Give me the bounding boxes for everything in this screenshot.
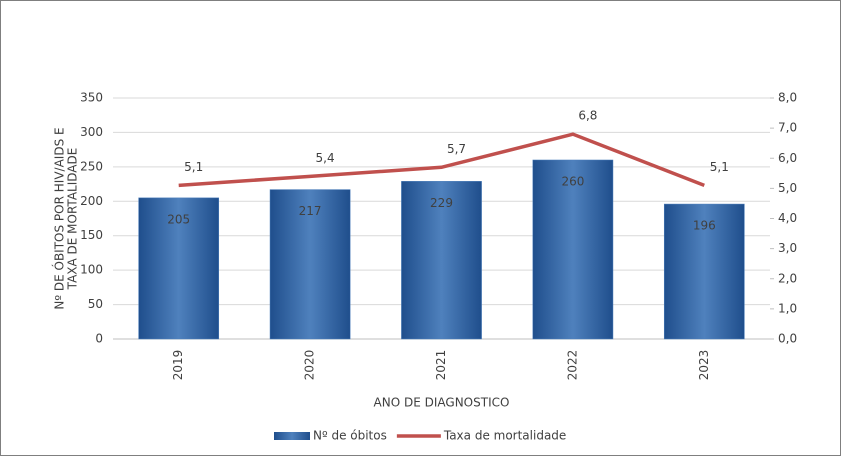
line-value-label: 5,7 [447, 142, 466, 156]
y2-tick-label: 5,0 [778, 181, 797, 195]
y2-tick-label: 4,0 [778, 211, 797, 225]
y-tick-label: 250 [80, 159, 103, 173]
x-tick-label: 2023 [697, 350, 711, 381]
line [178, 132, 705, 188]
bar-value-label: 217 [299, 204, 322, 218]
bar [269, 189, 351, 340]
line-value-label: 5,4 [316, 151, 335, 165]
legend-label: Nº de óbitos [313, 429, 387, 443]
y2-tick-label: 7,0 [778, 121, 797, 135]
y-tick-label: 200 [80, 194, 103, 208]
x-axis-label: ANO DE DIAGNOSTICO [374, 396, 510, 410]
line-value-label: 6,8 [578, 109, 597, 123]
bar [532, 159, 614, 340]
bar [138, 197, 220, 340]
y2-tick-label: 2,0 [778, 271, 797, 285]
y-axis-label: Nº DE ÓBITOS POR HIV/AIDS E [52, 127, 67, 309]
x-tick-label: 2021 [434, 350, 448, 381]
y-tick-label: 350 [80, 91, 103, 105]
x-tick-label: 2020 [303, 350, 317, 381]
y-axis-label: TAXA DE MORTALIDADE [66, 148, 80, 291]
y2-tick-label: 3,0 [778, 241, 797, 255]
bar-value-label: 260 [561, 174, 584, 188]
y2-tick-label: 1,0 [778, 301, 797, 315]
y-tick-label: 100 [80, 263, 103, 277]
line-value-label: 5,1 [184, 160, 203, 174]
y2-tick-label: 0,0 [778, 332, 797, 346]
bar-value-label: 229 [430, 196, 453, 210]
y-tick-label: 50 [88, 297, 103, 311]
bar [663, 203, 745, 340]
legend-label: Taxa de mortalidade [443, 429, 566, 443]
y2-tick-label: 8,0 [778, 91, 797, 105]
x-tick-label: 2022 [565, 350, 579, 381]
y2-tick-label: 6,0 [778, 151, 797, 165]
legend-swatch [274, 432, 310, 440]
line-value-label: 5,1 [710, 160, 729, 174]
bar [401, 181, 482, 340]
y-tick-label: 0 [95, 332, 103, 346]
bar-value-label: 205 [167, 212, 190, 226]
y-tick-label: 150 [80, 228, 103, 242]
x-tick-label: 2019 [171, 350, 185, 381]
bar-value-label: 196 [693, 219, 716, 233]
y-tick-label: 300 [80, 125, 103, 139]
